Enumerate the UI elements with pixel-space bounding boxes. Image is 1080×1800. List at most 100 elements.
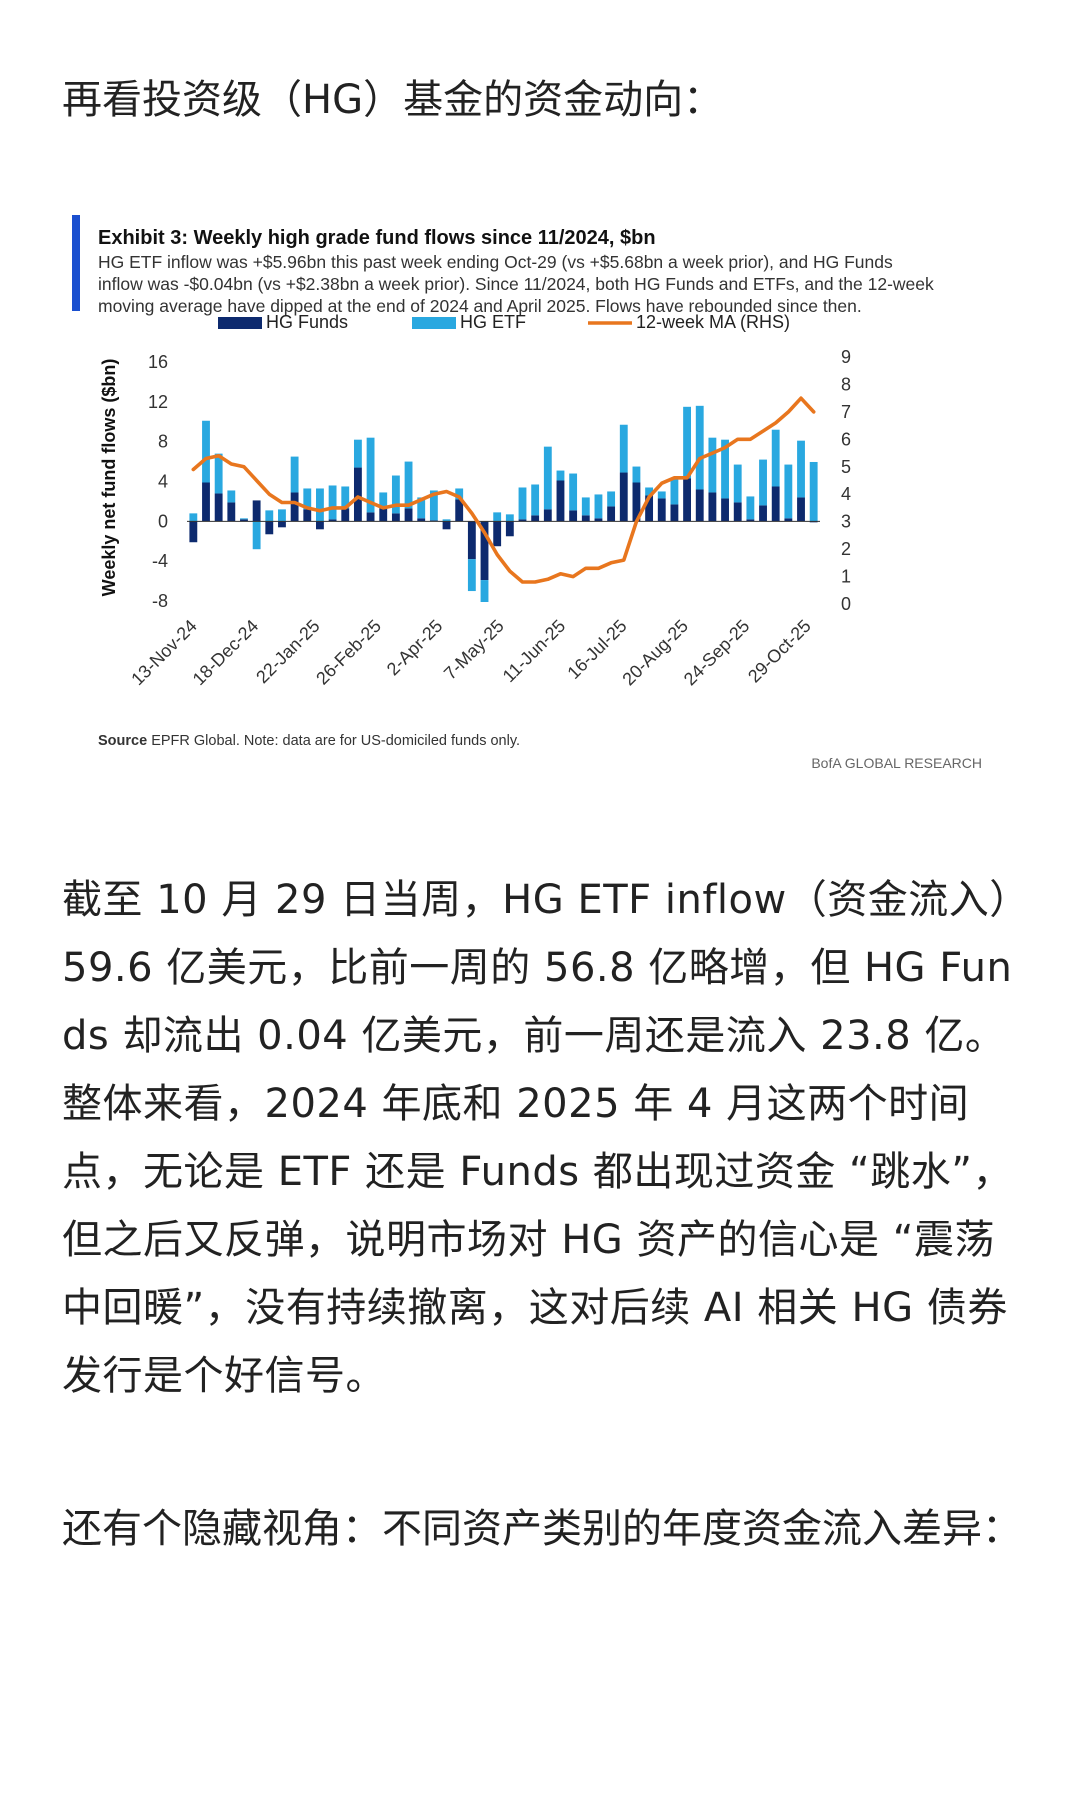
- funds-bar: [543, 509, 552, 522]
- etf-bar: [328, 485, 337, 520]
- y2-tick-label: 4: [841, 484, 851, 504]
- funds-bar: [214, 493, 223, 522]
- funds-bar: [341, 508, 350, 522]
- funds-bar: [328, 519, 337, 522]
- funds-bar: [252, 500, 261, 522]
- etf-bar: [670, 479, 679, 505]
- funds-bar: [303, 509, 312, 522]
- etf-bar: [202, 420, 210, 483]
- etf-bar: [771, 429, 780, 487]
- etf-bar: [341, 486, 350, 509]
- intro-paragraph: 再看投资级（HG）基金的资金动向：: [62, 77, 724, 123]
- y2-tick-label: 5: [841, 457, 851, 477]
- legend-funds-swatch: [218, 317, 262, 329]
- closing-paragraph: 还有个隐藏视角：不同资产类别的年度资金流入差异：: [62, 1506, 1022, 1552]
- y2-tick-label: 3: [841, 512, 851, 532]
- etf-bar: [493, 512, 502, 522]
- ma-line: [191, 396, 816, 584]
- etf-bar: [278, 509, 286, 522]
- x-tick-label: 2-Apr-25: [383, 616, 447, 680]
- x-tick-label: 24-Sep-25: [680, 616, 754, 690]
- funds-bar: [455, 499, 464, 522]
- source-label: Source: [98, 733, 147, 749]
- funds-bar: [391, 513, 400, 522]
- funds-bar: [417, 518, 426, 522]
- funds-bar: [657, 498, 666, 522]
- x-tick-label: 18-Dec-24: [189, 616, 263, 690]
- funds-bar: [202, 482, 210, 522]
- y2-tick-label: 9: [841, 347, 851, 367]
- funds-bar: [227, 502, 236, 522]
- funds-bar: [569, 510, 578, 522]
- funds-bar: [278, 521, 286, 528]
- y2-tick-label: 0: [841, 594, 851, 614]
- exhibit-subtitle-line-1: HG ETF inflow was +$5.96bn this past wee…: [98, 252, 893, 272]
- exhibit-title: Exhibit 3: Weekly high grade fund flows …: [98, 227, 656, 249]
- funds-bar: [404, 508, 413, 522]
- funds-bar: [594, 518, 603, 522]
- y2-tick-label: 8: [841, 374, 851, 394]
- legend-funds-label: HG Funds: [266, 312, 348, 332]
- etf-bar: [265, 510, 274, 522]
- funds-bar: [746, 519, 755, 522]
- etf-bar: [404, 461, 413, 509]
- etf-bar: [746, 496, 755, 520]
- etf-bar: [290, 456, 299, 493]
- etf-bar: [518, 487, 527, 520]
- funds-bar: [265, 521, 274, 535]
- funds-bar: [721, 498, 729, 522]
- etf-bar: [353, 439, 362, 468]
- funds-bar: [619, 472, 628, 522]
- funds-bar: [379, 508, 388, 522]
- funds-bar: [518, 519, 527, 522]
- funds-bar: [493, 521, 502, 547]
- etf-bar: [227, 490, 236, 503]
- legend-etf-swatch: [412, 317, 456, 329]
- etf-bar: [569, 473, 578, 511]
- etf-bar: [531, 484, 540, 516]
- source-note: Source EPFR Global. Note: data are for U…: [98, 733, 520, 749]
- etf-bar: [657, 491, 666, 499]
- funds-bar: [467, 521, 476, 560]
- funds-bar: [797, 497, 805, 522]
- funds-bar: [505, 521, 514, 537]
- y2-tick-label: 7: [841, 402, 851, 422]
- etf-bar: [797, 440, 805, 498]
- etf-bar: [556, 470, 565, 481]
- etf-bar: [695, 405, 704, 490]
- etf-bar: [607, 491, 616, 507]
- etf-bar: [759, 459, 767, 506]
- etf-bar: [784, 464, 793, 519]
- legend-ma-label: 12-week MA (RHS): [636, 312, 790, 332]
- etf-bar: [316, 488, 324, 522]
- funds-bar: [645, 495, 654, 522]
- research-credit: BofA GLOBAL RESEARCH: [811, 755, 982, 771]
- etf-bar: [429, 490, 438, 521]
- etf-bar: [721, 439, 729, 499]
- etf-bar: [632, 466, 641, 483]
- etf-bar: [645, 487, 654, 496]
- etf-bar: [391, 475, 400, 514]
- etf-bar: [505, 514, 514, 522]
- etf-bar: [366, 437, 375, 513]
- x-tick-label: 13-Nov-24: [127, 616, 201, 690]
- etf-bar: [455, 488, 464, 500]
- funds-bar: [353, 467, 362, 522]
- etf-bar: [379, 492, 388, 509]
- etf-bar: [214, 453, 223, 494]
- y-axis-title: Weekly net fund flows ($bn): [99, 359, 119, 597]
- funds-bar: [733, 502, 742, 522]
- etf-bar: [189, 513, 198, 522]
- etf-bar: [240, 518, 248, 520]
- funds-bar: [683, 478, 691, 522]
- funds-bar: [480, 521, 489, 581]
- etf-bar: [683, 406, 691, 479]
- etf-bar: [708, 437, 717, 493]
- funds-bar: [581, 515, 590, 522]
- etf-bar: [442, 519, 451, 522]
- etf-bar: [809, 461, 818, 522]
- funds-bar: [316, 521, 324, 530]
- etf-bar: [303, 488, 312, 510]
- y-tick-label: -4: [152, 551, 168, 571]
- funds-bar: [695, 489, 704, 522]
